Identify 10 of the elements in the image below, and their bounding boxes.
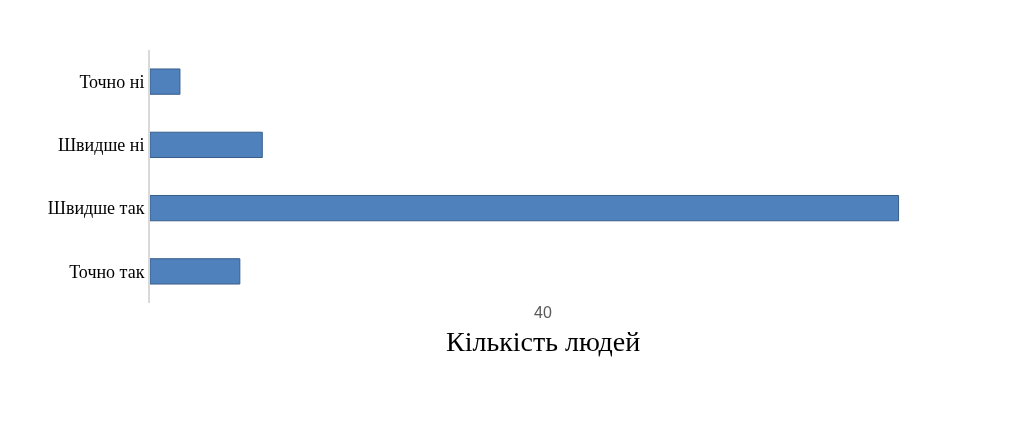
y-tick-label: Точно так bbox=[69, 261, 145, 282]
y-tick-label: Точно ні bbox=[79, 71, 145, 92]
bar bbox=[150, 131, 263, 159]
x-axis-title: Кількість людей bbox=[446, 326, 641, 357]
y-tick-label: Швидше так bbox=[47, 198, 145, 219]
bar bbox=[150, 258, 241, 285]
text: 40 bbox=[534, 304, 552, 321]
y-tick-label: Швидше ні bbox=[57, 135, 145, 156]
bar bbox=[150, 68, 181, 95]
bar bbox=[150, 194, 900, 222]
